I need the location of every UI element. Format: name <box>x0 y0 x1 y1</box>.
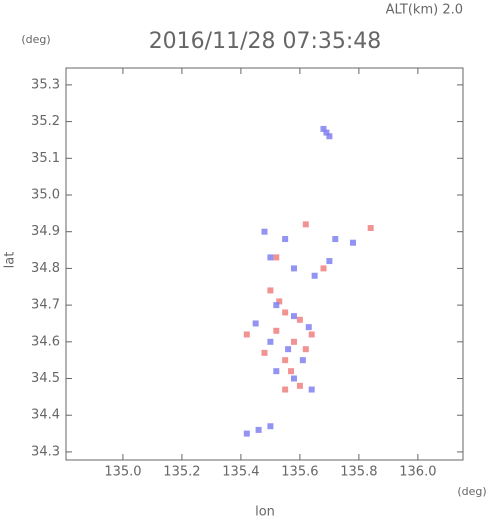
radar-echo <box>326 258 333 265</box>
x-tick-label: 135.2 <box>163 465 200 480</box>
radar-echo <box>302 346 309 353</box>
radar-echo <box>267 287 274 294</box>
y-tick-label: 34.7 <box>31 298 60 313</box>
radar-echo <box>267 338 274 345</box>
radar-echo <box>288 368 295 375</box>
radar-echo <box>320 265 327 272</box>
y-tick-label: 34.3 <box>31 444 60 459</box>
radar-echo <box>308 331 315 338</box>
radar-echo <box>252 320 259 327</box>
x-tick-label: 135.8 <box>340 465 377 480</box>
radar-echo <box>290 313 297 320</box>
radar-echo <box>273 302 280 309</box>
radar-echo <box>308 386 315 393</box>
radar-echo <box>296 316 303 323</box>
radar-echo <box>282 309 289 316</box>
radar-echo <box>311 272 318 279</box>
radar-echo <box>305 324 312 331</box>
chart-title: 2016/11/28 07:35:48 <box>149 29 382 54</box>
x-tick-label: 136.0 <box>399 465 436 480</box>
radar-echo <box>273 254 280 261</box>
y-tick-label: 34.8 <box>31 261 60 276</box>
radar-echo <box>302 221 309 228</box>
radar-echo <box>290 338 297 345</box>
altitude-label: ALT(km) 2.0 <box>386 3 463 18</box>
y-tick-label: 35.1 <box>31 151 60 166</box>
radar-echo <box>276 298 283 305</box>
y-unit: (deg) <box>21 33 50 46</box>
radar-echo <box>282 236 289 243</box>
y-tick-label: 35.0 <box>31 187 60 202</box>
radar-echo <box>273 368 280 375</box>
radar-echo <box>285 346 292 353</box>
radar-echo <box>282 357 289 364</box>
radar-echo <box>323 129 330 136</box>
plot-frame <box>65 67 464 461</box>
radar-echo <box>349 239 356 246</box>
y-tick-label: 35.3 <box>31 77 60 92</box>
x-axis-label: lon <box>255 505 275 520</box>
radar-echo <box>243 331 250 338</box>
radar-echo <box>299 357 306 364</box>
y-tick-label: 34.4 <box>31 408 60 423</box>
radar-echo <box>282 386 289 393</box>
x-tick-label: 135.0 <box>104 465 141 480</box>
radar-echo <box>243 430 250 437</box>
radar-echo <box>261 228 268 235</box>
y-tick-label: 35.2 <box>31 114 60 129</box>
radar-echo <box>273 327 280 334</box>
radar-echo <box>255 426 262 433</box>
radar-echo <box>326 133 333 140</box>
y-axis-label: lat <box>3 252 18 269</box>
radar-echo <box>320 125 327 132</box>
x-tick-label: 135.6 <box>281 465 318 480</box>
radar-echo <box>296 382 303 389</box>
radar-echo <box>332 236 339 243</box>
radar-echo <box>267 423 274 430</box>
y-tick-label: 34.5 <box>31 371 60 386</box>
x-unit: (deg) <box>457 485 486 498</box>
y-tick-label: 34.9 <box>31 224 60 239</box>
radar-echo <box>267 254 274 261</box>
radar-echo <box>290 375 297 382</box>
x-tick-label: 135.4 <box>222 465 259 480</box>
radar-echo <box>290 265 297 272</box>
radar-echo <box>261 349 268 356</box>
y-tick-label: 34.6 <box>31 334 60 349</box>
radar-echo <box>367 225 374 232</box>
